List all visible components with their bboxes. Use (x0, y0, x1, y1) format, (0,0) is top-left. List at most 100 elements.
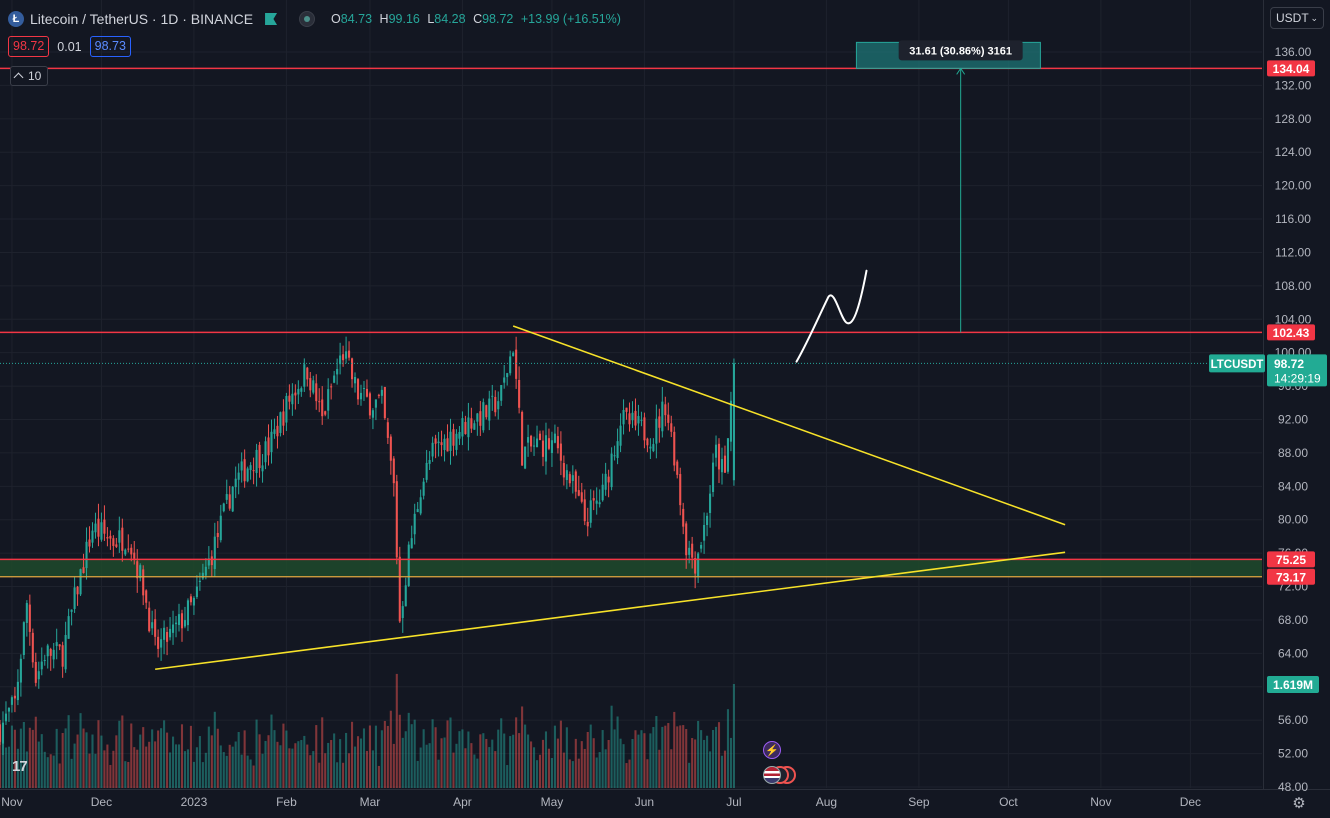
candle-body (216, 532, 219, 538)
us-flag-icon[interactable] (763, 766, 781, 784)
volume-bar (195, 747, 198, 788)
volume-bar (103, 750, 106, 788)
volume-bar (177, 744, 181, 788)
buy-button[interactable]: 98.73 (89, 36, 131, 57)
candle-body (383, 386, 386, 419)
candle-body (717, 443, 721, 470)
candle-body (691, 543, 694, 558)
flag-icon[interactable] (265, 13, 278, 25)
volume-bar (64, 728, 67, 788)
candle-body (392, 458, 395, 484)
volume-bar (374, 725, 377, 788)
candle-body (4, 713, 8, 722)
candle-body (28, 604, 31, 632)
volume-bar (291, 748, 294, 788)
candle-body (619, 425, 622, 446)
candle-body (583, 499, 586, 522)
candle-body (13, 695, 16, 699)
candle-body (643, 417, 646, 441)
volume-bar (4, 747, 8, 788)
time-axis[interactable]: Nov Dec 2023 Feb Mar Apr May Jun Jul Aug Sep Oct Nov… (1, 795, 1201, 809)
candle-body (464, 421, 467, 435)
volume-bar (276, 741, 279, 788)
volume-bar (356, 736, 360, 788)
volume-bar (410, 724, 413, 788)
candle-body (163, 627, 166, 640)
candle-body (577, 490, 580, 496)
volume-bar (470, 743, 473, 788)
symbol-title[interactable]: Litecoin / TetherUS · 1D · BINANCE (30, 11, 254, 27)
currency-dropdown[interactable]: USDT ⌄ (1270, 7, 1324, 29)
volume-bar (169, 752, 172, 788)
candle-body (413, 513, 416, 535)
volume-bar (252, 765, 255, 788)
volume-bar (613, 729, 616, 788)
candle-body (1, 722, 5, 744)
projection-label: 31.61 (30.86%) 3161 (909, 45, 1012, 57)
volume-bar (353, 746, 357, 788)
candle-body (506, 373, 509, 378)
volume-bar (532, 747, 536, 788)
sell-button[interactable]: 98.72 (8, 36, 50, 57)
candle-body (231, 486, 234, 512)
volume-bar (312, 751, 315, 788)
time-tick-label: Mar (360, 795, 381, 809)
candle-body (434, 438, 437, 444)
volume-bar (180, 724, 184, 788)
price-tick-label: 88.00 (1278, 446, 1308, 460)
volume-bar (598, 752, 601, 788)
gear-icon[interactable]: ⚙ (1292, 795, 1306, 812)
volume-bar (401, 737, 404, 788)
volume-bar (139, 734, 142, 788)
candle-body (40, 661, 43, 670)
volume-bar (643, 733, 646, 788)
ascending-trendline[interactable] (155, 551, 1066, 671)
candle-body (136, 561, 139, 579)
descending-trendline[interactable] (512, 325, 1066, 526)
indicator-toggle[interactable]: 10 (10, 66, 49, 86)
candle-body (160, 639, 163, 648)
volume-bar (437, 759, 440, 788)
candle-body (389, 436, 392, 461)
candle-body (189, 596, 192, 603)
symbol-tag-bg (1209, 354, 1265, 373)
volume-bar (309, 755, 312, 788)
price-tick-label: 64.00 (1278, 646, 1308, 660)
price-tick-label: 136.00 (1275, 45, 1312, 59)
candle-body (377, 394, 380, 396)
candle-body (177, 614, 181, 625)
volume-bars (0, 673, 735, 788)
volume-bar (207, 726, 210, 788)
lightning-event-icon[interactable]: ⚡ (763, 741, 781, 759)
candle-body (601, 484, 604, 501)
candle-body (544, 435, 548, 462)
candle-body (121, 527, 124, 551)
candle-body (452, 429, 455, 446)
volume-bar (497, 729, 500, 788)
volume-bar (512, 734, 515, 788)
market-status-icon[interactable] (299, 11, 316, 27)
candle-body (228, 494, 231, 509)
candle-body (431, 442, 434, 457)
candle-body (252, 470, 255, 472)
candle-body (79, 569, 82, 595)
candle-body (166, 632, 169, 642)
volume-bar (655, 716, 658, 788)
volume-bar (694, 739, 697, 788)
candle-body (118, 530, 121, 543)
price-tick-label: 124.00 (1275, 145, 1312, 159)
volume-bar (79, 713, 82, 788)
candle-body (64, 634, 67, 670)
candle-body (613, 455, 616, 457)
tradingview-logo[interactable]: 17 (12, 758, 28, 775)
candle-body (532, 445, 536, 447)
volume-bar (300, 740, 303, 788)
volume-bar (365, 750, 369, 788)
volume-bar (714, 726, 718, 788)
candle-body (685, 523, 688, 556)
volume-bar (258, 734, 261, 788)
volume-bar (428, 743, 431, 788)
level-tag-value: 75.25 (1276, 553, 1306, 567)
volume-bar (151, 729, 154, 788)
